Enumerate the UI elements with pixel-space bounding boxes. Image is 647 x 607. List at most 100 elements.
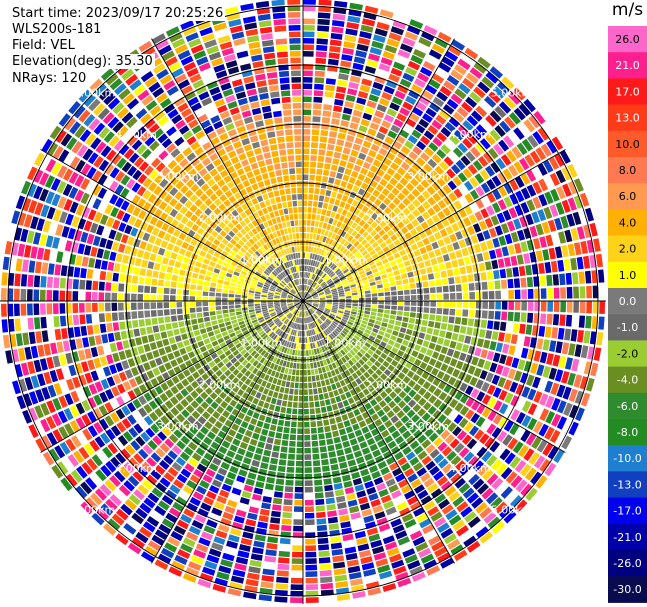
velocity-gate xyxy=(320,249,325,256)
velocity-gate xyxy=(159,178,169,188)
velocity-gate xyxy=(401,273,408,279)
velocity-gate xyxy=(326,504,336,511)
velocity-gate xyxy=(355,225,362,232)
velocity-gate xyxy=(384,377,393,385)
velocity-gate xyxy=(249,559,262,568)
velocity-gate xyxy=(288,305,294,309)
velocity-gate xyxy=(295,376,299,382)
velocity-gate xyxy=(316,511,326,519)
velocity-gate xyxy=(338,262,344,268)
velocity-gate xyxy=(272,325,278,331)
velocity-gate xyxy=(464,205,473,215)
velocity-gate xyxy=(158,247,166,256)
velocity-gate xyxy=(1,319,9,333)
velocity-gate xyxy=(532,181,543,195)
velocity-gate xyxy=(490,215,500,226)
velocity-gate xyxy=(420,179,430,189)
velocity-gate xyxy=(118,302,124,311)
velocity-gate xyxy=(279,283,285,288)
velocity-gate xyxy=(434,344,442,352)
velocity-gate xyxy=(515,190,525,203)
velocity-gate xyxy=(339,302,345,305)
velocity-gate xyxy=(430,511,443,522)
velocity-gate xyxy=(546,140,558,154)
velocity-gates xyxy=(1,0,605,603)
velocity-gate xyxy=(255,326,262,331)
velocity-gate xyxy=(169,295,176,301)
velocity-gate xyxy=(20,303,27,316)
velocity-gate xyxy=(331,310,337,314)
velocity-gate xyxy=(334,337,340,344)
velocity-gate xyxy=(164,182,174,193)
velocity-gate xyxy=(185,531,199,542)
velocity-gate xyxy=(226,325,233,330)
velocity-gate xyxy=(278,330,284,337)
velocity-gate xyxy=(211,277,218,283)
velocity-gate xyxy=(406,435,416,445)
velocity-gate xyxy=(78,446,90,460)
velocity-gate xyxy=(440,363,449,372)
velocity-gate xyxy=(339,298,345,301)
velocity-gate xyxy=(175,496,188,507)
velocity-gate xyxy=(333,299,339,301)
velocity-gate xyxy=(236,231,244,239)
velocity-gate xyxy=(320,339,325,346)
velocity-gate xyxy=(232,438,241,447)
velocity-gate xyxy=(127,165,137,177)
velocity-gate xyxy=(294,486,303,493)
velocity-gate xyxy=(238,261,245,267)
velocity-gate xyxy=(317,228,322,235)
velocity-gate xyxy=(186,220,194,228)
velocity-gate xyxy=(290,291,295,295)
velocity-gate xyxy=(395,257,403,264)
velocity-gate xyxy=(395,435,405,445)
velocity-gate xyxy=(138,395,147,406)
velocity-gate xyxy=(362,474,372,483)
velocity-gate xyxy=(374,110,385,119)
velocity-gate xyxy=(444,121,456,133)
velocity-gate xyxy=(128,427,139,438)
velocity-gate xyxy=(83,94,96,107)
velocity-gate xyxy=(219,391,227,400)
velocity-gate xyxy=(170,396,179,406)
velocity-gate xyxy=(235,254,242,260)
velocity-gate xyxy=(179,327,187,334)
velocity-gate xyxy=(339,301,346,303)
velocity-gate xyxy=(305,293,310,299)
velocity-gate xyxy=(507,311,514,322)
velocity-gate xyxy=(383,313,390,319)
velocity-gate xyxy=(179,347,187,356)
velocity-gate xyxy=(197,113,208,123)
velocity-gate xyxy=(419,518,432,529)
velocity-gate xyxy=(249,206,257,214)
velocity-gate xyxy=(307,299,313,301)
velocity-gate xyxy=(246,354,253,362)
velocity-gate xyxy=(503,510,517,524)
velocity-gate xyxy=(397,457,408,466)
velocity-gate xyxy=(309,174,315,181)
velocity-gate xyxy=(465,265,473,274)
velocity-gate xyxy=(290,307,295,312)
velocity-gate xyxy=(526,276,534,288)
velocity-gate xyxy=(359,326,366,332)
velocity-gate xyxy=(391,430,401,439)
velocity-gate xyxy=(162,372,171,381)
velocity-gate xyxy=(402,207,411,216)
velocity-gate xyxy=(568,388,578,402)
velocity-gate xyxy=(291,289,296,294)
velocity-gate xyxy=(191,519,204,530)
velocity-gate xyxy=(42,451,55,466)
velocity-gate xyxy=(330,424,338,431)
velocity-gate xyxy=(28,200,38,214)
velocity-gate xyxy=(519,463,532,477)
velocity-gate xyxy=(292,288,297,294)
velocity-gate xyxy=(134,258,142,267)
velocity-gate xyxy=(326,405,333,412)
velocity-gate xyxy=(507,278,514,289)
velocity-gate xyxy=(397,295,404,301)
velocity-gate xyxy=(497,185,508,197)
velocity-gate xyxy=(390,518,402,528)
velocity-gate xyxy=(276,379,282,386)
velocity-gate xyxy=(218,242,226,250)
velocity-gate xyxy=(215,530,228,539)
